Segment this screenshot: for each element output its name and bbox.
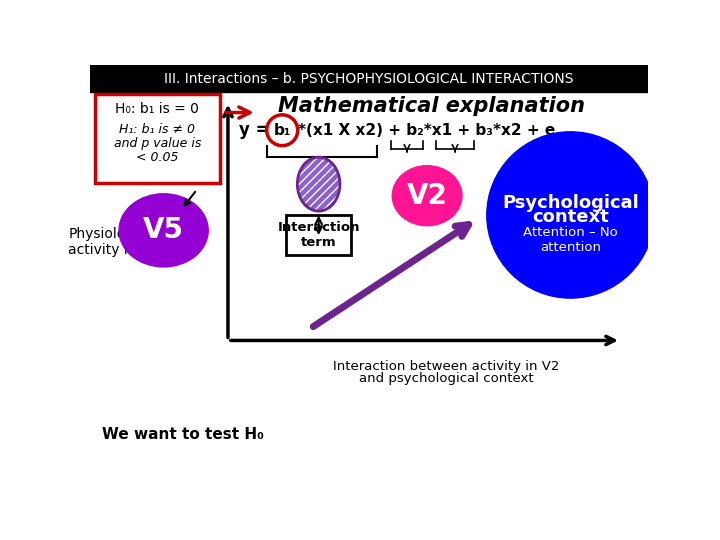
Bar xyxy=(90,65,648,92)
Ellipse shape xyxy=(392,166,462,226)
Text: and p value is: and p value is xyxy=(114,137,201,150)
FancyBboxPatch shape xyxy=(94,94,220,184)
Text: H₀: b₁ is = 0: H₀: b₁ is = 0 xyxy=(115,102,199,116)
Text: context: context xyxy=(532,208,609,226)
Text: Interaction
term: Interaction term xyxy=(277,221,360,249)
Ellipse shape xyxy=(119,194,208,267)
Text: Attention – No
attention: Attention – No attention xyxy=(523,226,618,254)
Ellipse shape xyxy=(297,157,340,211)
FancyBboxPatch shape xyxy=(286,215,351,255)
Text: We want to test H₀: We want to test H₀ xyxy=(102,427,264,442)
Text: < 0.05: < 0.05 xyxy=(136,151,179,164)
Text: Interaction between activity in V2: Interaction between activity in V2 xyxy=(333,360,559,373)
Text: b₁: b₁ xyxy=(274,123,291,138)
Text: Psychological: Psychological xyxy=(502,194,639,212)
Text: *(x1 X x2) + b₂*x1 + b₃*x2 + e: *(x1 X x2) + b₂*x1 + b₃*x2 + e xyxy=(297,123,555,138)
Text: Physiological
activity in V5: Physiological activity in V5 xyxy=(68,227,159,257)
Text: III. Interactions – b. PSYCHOPHYSIOLOGICAL INTERACTIONS: III. Interactions – b. PSYCHOPHYSIOLOGIC… xyxy=(164,72,574,86)
Text: y =: y = xyxy=(239,122,275,139)
Text: V2: V2 xyxy=(407,181,448,210)
Circle shape xyxy=(487,132,654,298)
Text: and psychological context: and psychological context xyxy=(359,372,534,384)
Text: H₁: b₁ is ≠ 0: H₁: b₁ is ≠ 0 xyxy=(120,123,195,136)
Text: V5: V5 xyxy=(143,217,184,244)
Text: Mathematical explanation: Mathematical explanation xyxy=(277,96,585,116)
